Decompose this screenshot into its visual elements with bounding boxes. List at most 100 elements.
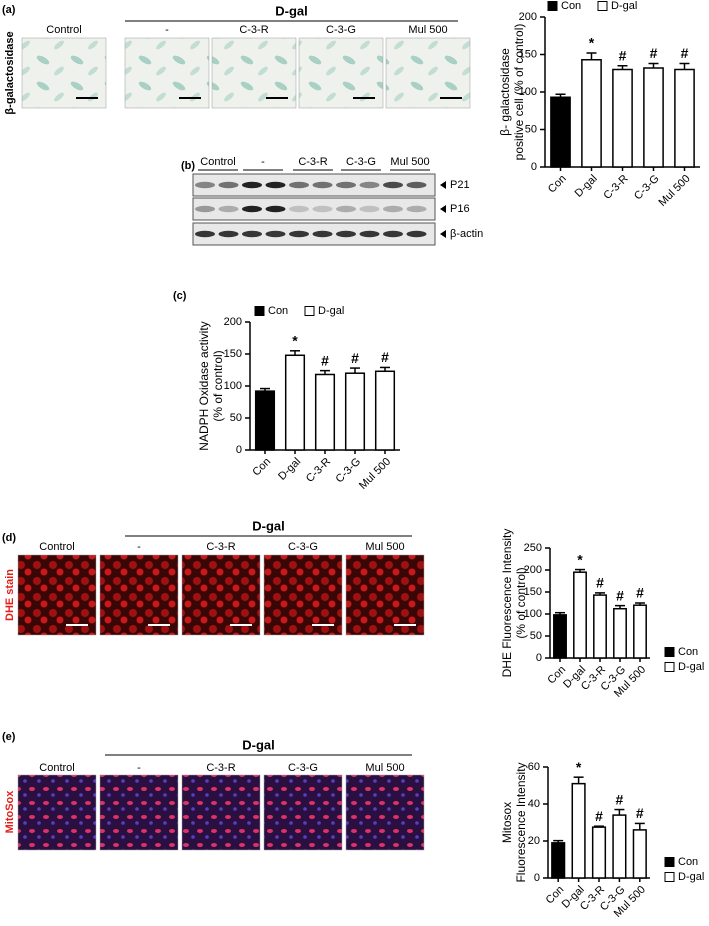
- group-label: D-gal: [275, 3, 308, 18]
- y-tick-label: 60: [528, 761, 540, 773]
- y-tick-label: 250: [524, 542, 542, 554]
- blot-band: [242, 181, 262, 189]
- bar: [553, 614, 567, 659]
- micrograph: [181, 774, 261, 851]
- column-label: C-3-G: [288, 762, 318, 774]
- blot-band: [289, 230, 309, 238]
- bar: [550, 96, 571, 168]
- bar: [254, 390, 276, 451]
- blot-band: [406, 181, 427, 189]
- x-tick-label: Con: [250, 456, 273, 479]
- bar: [591, 826, 607, 879]
- blot-band: [383, 205, 403, 213]
- bar: [674, 68, 695, 168]
- bar: [632, 829, 647, 879]
- bar: [571, 782, 586, 879]
- bar: [593, 594, 607, 659]
- bar: [314, 373, 336, 451]
- x-tick-label: Mul 500: [357, 456, 393, 492]
- x-tick-label: Mul 500: [657, 173, 693, 209]
- bar: [374, 370, 396, 451]
- micrograph: [345, 554, 425, 636]
- legend-swatch: [597, 1, 608, 11]
- significance: #: [616, 587, 624, 603]
- significance: #: [636, 805, 644, 821]
- bar: [551, 842, 566, 879]
- arrow: [440, 181, 446, 189]
- column-label: -: [137, 762, 141, 774]
- y-tick-label: 50: [530, 630, 542, 642]
- band-label: β-actin: [450, 228, 483, 240]
- bar: [284, 354, 306, 451]
- column-label: -: [165, 24, 169, 36]
- y-tick-label: 0: [531, 161, 537, 173]
- blot-band: [265, 205, 286, 213]
- micrograph: [21, 37, 107, 109]
- lane-label: -: [261, 156, 265, 168]
- lane-label: Mul 500: [390, 156, 429, 168]
- y-axis-label: DHE Fluorescence Intensity: [500, 529, 514, 678]
- micrograph: [211, 37, 297, 109]
- arrow: [440, 230, 446, 238]
- legend-label: Con: [561, 0, 581, 12]
- panel-label: (e): [2, 731, 16, 743]
- significance: #: [636, 585, 644, 601]
- y-tick-label: 100: [519, 86, 537, 98]
- significance: *: [589, 35, 595, 51]
- legend-swatch: [304, 306, 315, 316]
- legend-label: D-gal: [318, 305, 344, 317]
- y-axis-label: Mitosox: [500, 802, 514, 843]
- blot-band: [195, 205, 215, 213]
- column-label: Mul 500: [365, 541, 404, 553]
- y-tick-label: 0: [534, 872, 540, 884]
- micrograph: [99, 554, 179, 636]
- panel-label: (c): [173, 290, 187, 302]
- micrograph: [181, 554, 261, 636]
- legend-swatch: [664, 857, 675, 867]
- micrograph: [99, 774, 179, 851]
- blot-band: [312, 230, 333, 238]
- blot-band: [359, 205, 380, 213]
- column-label: C-3-R: [206, 762, 235, 774]
- legend-label: Con: [678, 856, 698, 868]
- column-label: C-3-G: [326, 24, 356, 36]
- y-axis-label: (% of control): [514, 567, 528, 638]
- legend-swatch: [664, 647, 675, 657]
- legend-label: D-gal: [611, 0, 637, 12]
- column-label: C-3-R: [239, 24, 268, 36]
- micrograph: [124, 37, 210, 109]
- significance: #: [650, 45, 658, 61]
- x-tick-label: Con: [546, 173, 569, 196]
- x-tick-label: C-3-R: [601, 173, 630, 202]
- y-tick-label: 40: [528, 798, 540, 810]
- y-tick-label: 100: [224, 380, 242, 392]
- micrograph: [263, 554, 343, 636]
- y-tick-label: 50: [525, 123, 537, 135]
- y-tick-label: 150: [224, 348, 242, 360]
- significance: #: [381, 349, 389, 365]
- blot-band: [195, 181, 215, 189]
- y-tick-label: 200: [524, 564, 542, 576]
- bar: [613, 607, 627, 659]
- legend-label: D-gal: [678, 871, 704, 883]
- blot-band: [242, 230, 262, 238]
- y-axis-label: NADPH Oxidase activity: [197, 321, 211, 450]
- lane-label: Control: [200, 156, 235, 168]
- micrograph: [385, 37, 471, 109]
- y-tick-label: 20: [528, 835, 540, 847]
- arrow: [440, 205, 446, 213]
- y-tick-label: 200: [519, 11, 537, 23]
- legend-label: D-gal: [678, 661, 704, 673]
- blot-band: [265, 230, 286, 238]
- x-tick-label: C-3-R: [304, 456, 333, 485]
- micrograph: [345, 774, 425, 851]
- bar: [612, 814, 627, 879]
- bar: [581, 59, 602, 168]
- y-axis-label: β- galactosidase: [498, 48, 512, 136]
- significance: #: [619, 47, 627, 63]
- blot-band: [312, 205, 333, 213]
- legend-swatch: [664, 872, 675, 882]
- y-tick-label: 150: [519, 48, 537, 60]
- blot-band: [359, 181, 380, 189]
